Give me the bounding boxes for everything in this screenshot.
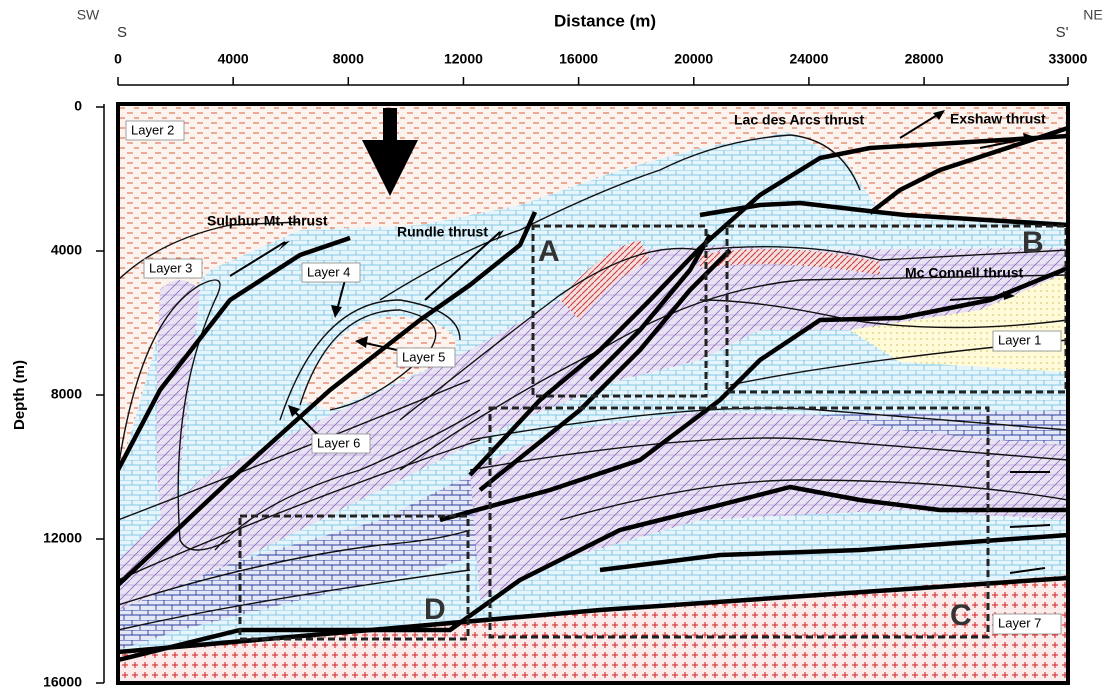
x-axis-title: Distance (m)	[554, 11, 656, 30]
zoom-boxes	[238, 224, 1068, 641]
thrust-label: Mc Connell thrust	[905, 265, 1024, 281]
x-tick-label: 20000	[674, 51, 713, 67]
strata	[118, 104, 1068, 683]
layer-label: Layer 7	[998, 615, 1041, 630]
box-label: B	[1022, 226, 1044, 259]
box-c	[488, 406, 990, 639]
x-tick-label: 0	[114, 51, 122, 67]
y-tick-label: 16000	[43, 674, 82, 690]
contacts	[117, 134, 1069, 631]
marker-bed	[560, 240, 880, 320]
box-a	[531, 224, 708, 398]
header: SW S NE S' Distance (m) Depth (m)	[11, 7, 1103, 683]
arrows	[229, 108, 1051, 574]
layer-label: Layer 3	[149, 260, 192, 275]
direction: NE	[1083, 7, 1102, 23]
layer-label: Layer 4	[307, 264, 350, 279]
box-label: C	[950, 599, 972, 632]
thrust-label: Exshaw thrust	[950, 111, 1046, 127]
frame	[116, 102, 1070, 685]
y-tick-label: 8000	[51, 386, 82, 402]
box-label: A	[538, 235, 560, 268]
box-label: D	[424, 593, 446, 626]
y-tick-label: 0	[74, 98, 82, 114]
thrust-label: Sulphur Mt. thrust	[207, 213, 328, 229]
layer-7-fill	[118, 575, 1068, 683]
y-tick-label: 12000	[43, 530, 82, 546]
layer-label: Layer 6	[317, 435, 360, 450]
section-end: S'	[1056, 24, 1069, 41]
lower-band	[470, 412, 1068, 600]
layer-5-core	[300, 316, 456, 410]
x-tick-label: 24000	[789, 51, 828, 67]
x-tick-label: 33000	[1049, 51, 1088, 67]
labels: Layer 2 Layer 3 Layer 4 Layer 5 Layer 6 …	[125, 111, 1062, 635]
x-tick-label: 28000	[905, 51, 944, 67]
direction: SW	[77, 7, 100, 23]
box-d	[238, 514, 470, 641]
section-end: S	[117, 24, 127, 41]
load-arrow	[362, 108, 418, 196]
x-tick-label: 16000	[559, 51, 598, 67]
layer-label: Layer 2	[131, 122, 174, 137]
thrust-label: Lac des Arcs thrust	[734, 112, 865, 128]
layer-3-fold	[156, 280, 215, 555]
thrust-label: Rundle thrust	[397, 224, 488, 240]
layer-label: Layer 5	[402, 349, 445, 364]
x-tick-label: 4000	[218, 51, 249, 67]
y-tick-label: 4000	[51, 242, 82, 258]
x-tick-label: 8000	[333, 51, 364, 67]
x-tick-label: 12000	[444, 51, 483, 67]
y-axis-title: Depth (m)	[11, 360, 28, 430]
layer-label: Layer 1	[998, 332, 1041, 347]
